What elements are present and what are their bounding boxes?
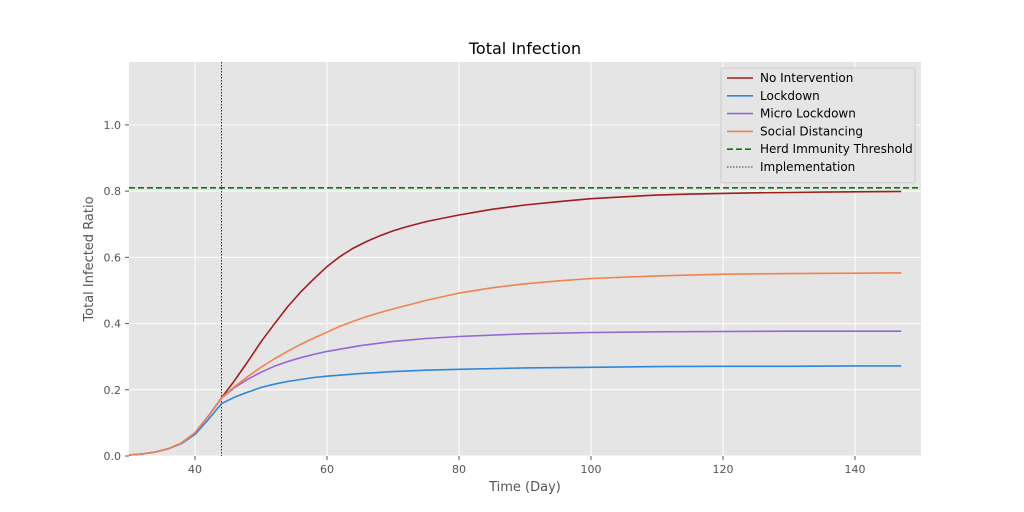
y-ticks: 0.0 0.2 0.4 0.6 0.8 1.0 xyxy=(104,119,129,463)
x-tick-label: 40 xyxy=(188,463,202,476)
reference-lines xyxy=(129,62,921,456)
x-tick-label: 100 xyxy=(581,463,602,476)
x-tick-label: 80 xyxy=(452,463,466,476)
x-tick-label: 120 xyxy=(713,463,734,476)
legend-label-micro-lockdown: Micro Lockdown xyxy=(760,107,856,121)
x-tick-label: 140 xyxy=(845,463,866,476)
legend-label-social-distancing: Social Distancing xyxy=(760,124,863,138)
legend-label-implementation: Implementation xyxy=(760,160,855,174)
legend-label-lockdown: Lockdown xyxy=(760,89,820,103)
y-tick-label: 0.8 xyxy=(104,185,122,198)
y-tick-label: 0.4 xyxy=(104,318,122,331)
legend-box xyxy=(720,67,916,184)
y-axis-label: Total Infected Ratio xyxy=(82,196,97,322)
x-axis-label: Time (Day) xyxy=(488,480,561,495)
x-tick-label: 60 xyxy=(320,463,334,476)
series-lines xyxy=(128,190,902,456)
legend-label-herd-immunity-threshold: Herd Immunity Threshold xyxy=(760,142,913,156)
x-ticks: 40 60 80 100 120 140 xyxy=(188,456,866,476)
chart-title: Total Infection xyxy=(468,39,581,58)
grid xyxy=(129,62,921,457)
legend-label-no-intervention: No Intervention xyxy=(760,71,853,85)
y-tick-label: 0.6 xyxy=(104,251,122,264)
y-tick-label: 1.0 xyxy=(104,119,122,132)
y-tick-label: 0.2 xyxy=(104,384,122,397)
social-distancing-line xyxy=(128,272,902,456)
legend: No Intervention Lockdown Micro Lockdown Soc… xyxy=(720,67,916,184)
y-tick-label: 0.0 xyxy=(104,450,122,463)
